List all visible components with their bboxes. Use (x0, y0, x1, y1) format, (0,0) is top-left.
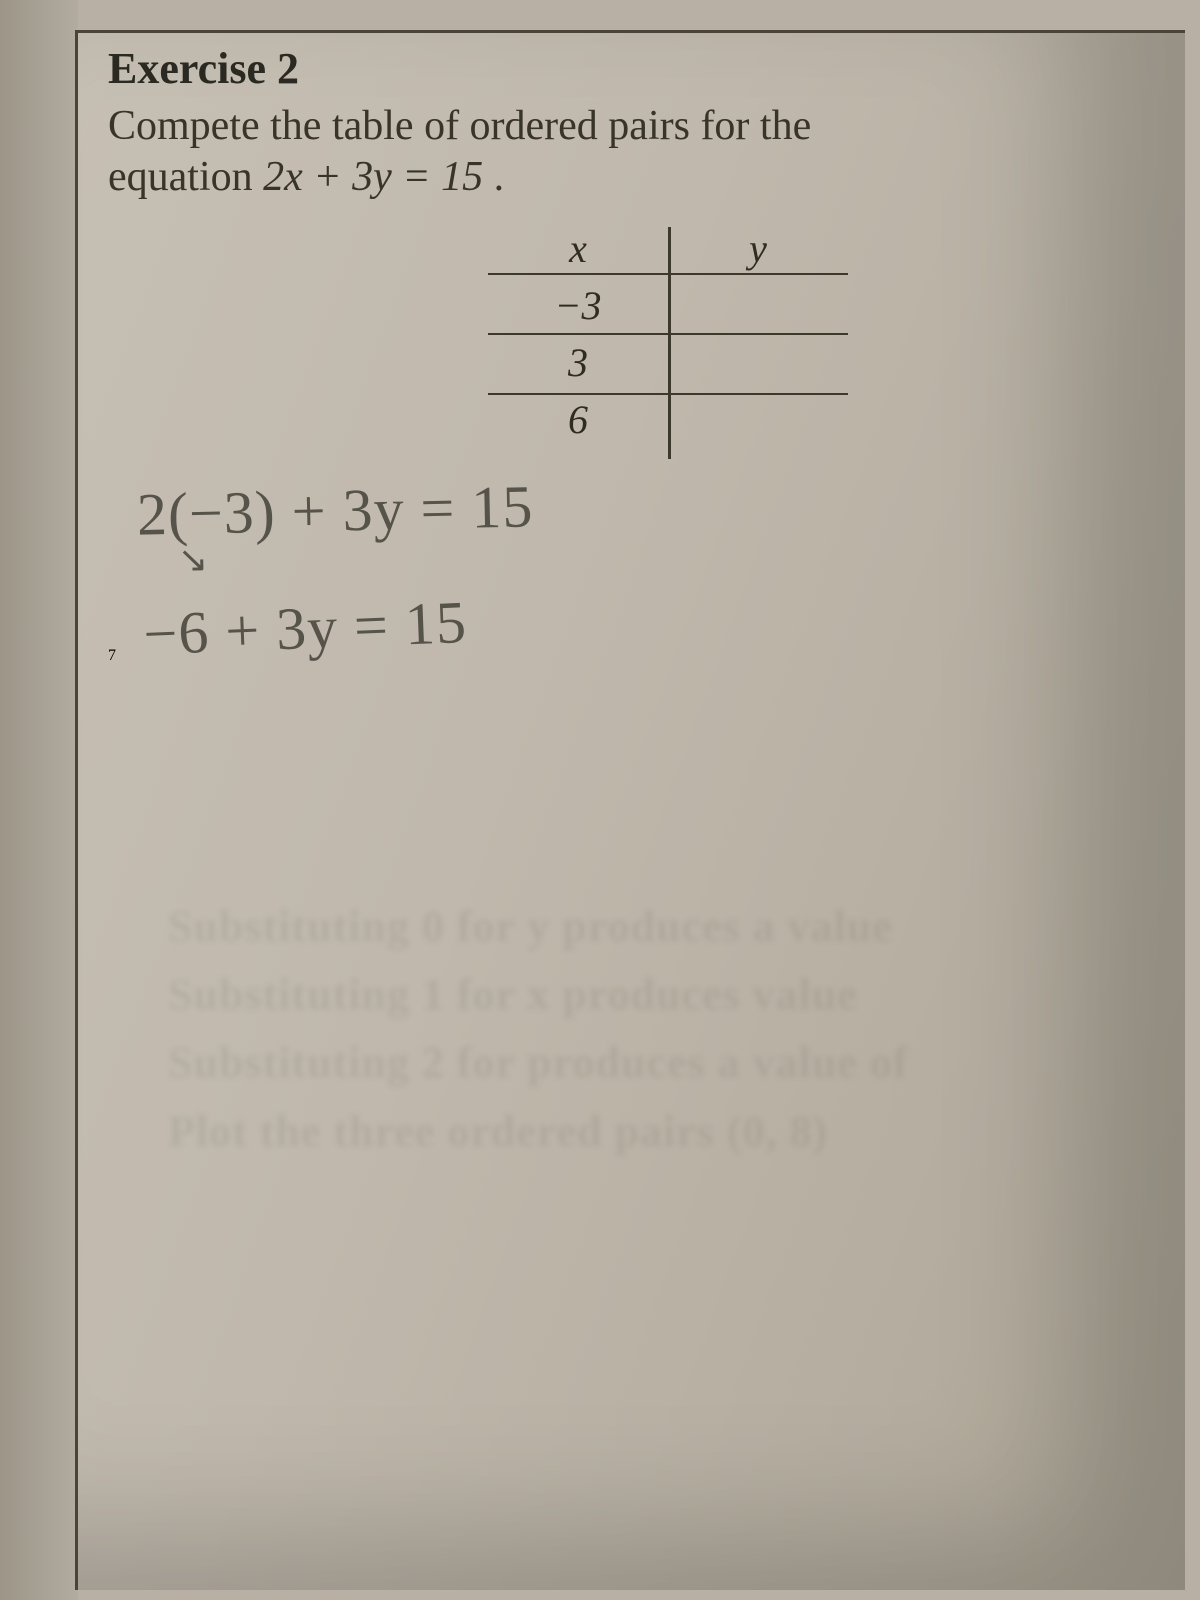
bleed-through-text: Substituting 0 for y produces a value Su… (168, 893, 908, 1166)
handwritten-work: 2(−3) + 3y = 15 ↘ −6 + 3y = 15 (136, 462, 1156, 657)
page-gutter-shadow (0, 0, 78, 1600)
table-header-rule (488, 273, 848, 275)
table-vertical-divider (668, 227, 671, 459)
cell-x-2: 6 (488, 392, 668, 449)
table-row-rule-1 (488, 333, 848, 335)
prompt-prefix: equation (108, 154, 263, 200)
exercise-prompt-line2: equation 2x + 3y = 15 . (108, 151, 1155, 204)
cell-x-0: −3 (488, 278, 668, 335)
bleed-line: Substituting 0 for y produces a value (168, 893, 908, 961)
col-header-x: x (488, 221, 668, 278)
equation-text: 2x + 3y = 15 (263, 154, 483, 200)
cell-y-0[interactable] (668, 278, 848, 335)
worksheet-page: Exercise 2 Compete the table of ordered … (75, 30, 1185, 1590)
handwriting-line3: −6 + 3y = 15 (142, 564, 1157, 666)
bleed-line: Substituting 1 for x produces value (168, 961, 908, 1029)
handwriting-line1: 2(−3) + 3y = 15 (136, 473, 534, 547)
exercise-prompt-line1: Compete the table of ordered pairs for t… (108, 100, 1155, 153)
cell-x-1: 3 (488, 335, 668, 392)
prompt-suffix: . (483, 154, 504, 200)
col-header-y: y (668, 221, 848, 278)
exercise-title: Exercise 2 (108, 43, 1155, 94)
handwriting-stray-mark: 7 (108, 647, 116, 664)
cell-y-1[interactable] (668, 335, 848, 392)
cell-y-2[interactable] (668, 392, 848, 449)
table-row-rule-2 (488, 393, 848, 395)
bleed-line: Substituting 2 for produces a value of (168, 1029, 908, 1097)
bleed-line: Plot the three ordered pairs (0, 8) (168, 1098, 908, 1166)
xy-table: x y −3 3 6 (488, 221, 848, 449)
